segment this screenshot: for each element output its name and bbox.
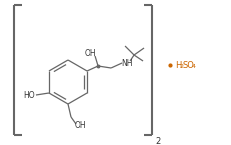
Text: SO: SO	[182, 60, 194, 69]
Text: OH: OH	[84, 48, 96, 58]
Text: 2: 2	[179, 64, 183, 69]
Text: 4: 4	[192, 64, 196, 69]
Text: NH: NH	[121, 59, 133, 68]
Text: 2: 2	[155, 137, 160, 145]
Text: OH: OH	[74, 122, 86, 130]
Text: H: H	[175, 60, 181, 69]
Text: HO: HO	[23, 90, 35, 99]
